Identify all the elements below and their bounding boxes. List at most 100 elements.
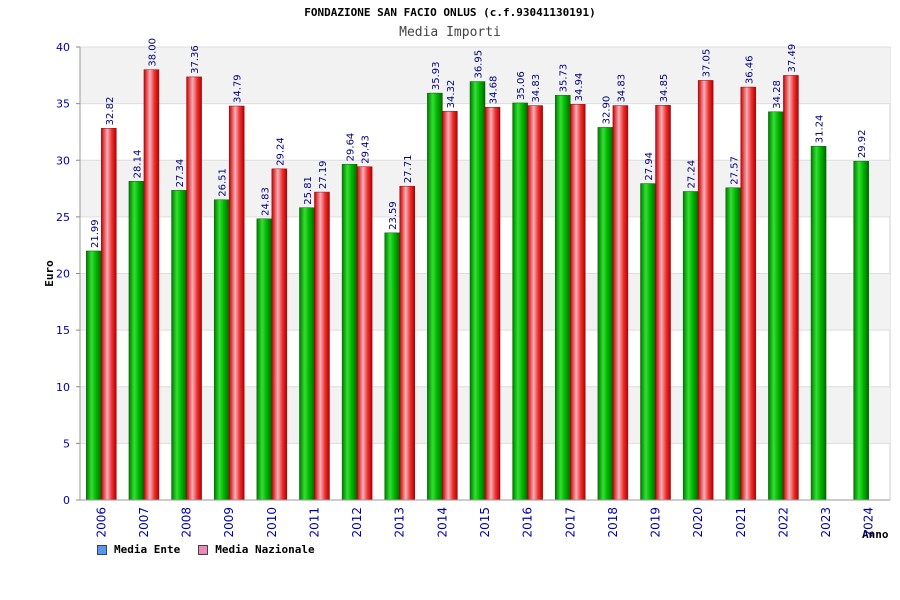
data-label-media-ente: 32.90	[601, 96, 612, 125]
bar-media-nazionale	[356, 166, 373, 501]
data-label-media-ente: 29.92	[857, 130, 868, 159]
bar-media-nazionale	[655, 105, 671, 501]
bar-media-nazionale	[186, 76, 202, 501]
y-tick-label: 40	[56, 41, 70, 54]
chart-subtitle: Media Importi	[399, 25, 501, 40]
data-label-media-nazionale: 37.05	[702, 49, 713, 78]
data-label-media-ente: 21.99	[90, 219, 101, 248]
bar-media-ente	[213, 199, 230, 501]
data-label-media-nazionale: 37.49	[787, 44, 798, 73]
x-tick-label: 2023	[819, 507, 833, 538]
x-tick-label: 2014	[435, 507, 449, 538]
bar-media-ente	[171, 190, 187, 501]
data-label-media-ente: 36.95	[474, 50, 485, 79]
bar-media-nazionale	[314, 191, 330, 501]
bar-media-nazionale	[101, 128, 117, 501]
data-label-media-ente: 26.51	[218, 168, 229, 197]
data-label-media-nazionale: 34.85	[659, 74, 670, 103]
bar-media-ente	[555, 95, 571, 501]
data-label-media-ente: 24.83	[260, 187, 271, 216]
x-tick-label: 2017	[563, 507, 577, 538]
chart-title: FONDAZIONE SAN FACIO ONLUS (c.f.93041130…	[304, 6, 596, 19]
x-tick-label: 2015	[478, 507, 492, 538]
bar-media-ente	[469, 81, 486, 501]
legend-label-media-nazionale: Media Nazionale	[215, 543, 315, 556]
bar-media-ente	[725, 187, 742, 501]
legend-item-media-ente: Media Ente	[97, 543, 180, 556]
bar-media-nazionale	[612, 105, 629, 501]
x-tick-label: 2024	[862, 507, 876, 538]
y-tick-label: 5	[63, 437, 70, 450]
bar-media-nazionale	[527, 105, 543, 501]
data-label-media-nazionale: 34.68	[489, 76, 500, 105]
x-tick-label: 2008	[180, 507, 194, 538]
x-tick-label: 2009	[222, 507, 236, 538]
data-label-media-nazionale: 34.83	[616, 74, 627, 103]
bar-media-nazionale	[484, 106, 501, 501]
x-tick-label: 2013	[393, 507, 407, 538]
y-tick-label: 10	[56, 381, 70, 394]
x-tick-label: 2018	[606, 507, 620, 538]
bar-media-nazionale	[740, 86, 757, 501]
data-label-media-nazionale: 34.32	[446, 80, 457, 109]
bar-media-ente	[512, 102, 528, 501]
data-label-media-ente: 27.57	[729, 156, 740, 185]
x-tick-label: 2007	[137, 507, 151, 538]
y-tick-label: 15	[56, 324, 70, 337]
data-label-media-nazionale: 29.43	[361, 135, 372, 164]
bar-media-nazionale	[697, 80, 714, 501]
legend-label-media-ente: Media Ente	[114, 543, 181, 556]
y-axis-label: Euro	[43, 260, 56, 287]
data-label-media-ente: 35.93	[431, 61, 442, 90]
bar-media-nazionale	[442, 111, 458, 501]
bar-media-nazionale	[399, 185, 415, 501]
bar-media-ente	[427, 92, 443, 501]
bar-media-nazionale	[228, 105, 245, 501]
x-tick-label: 2012	[350, 507, 364, 538]
bar-media-nazionale	[783, 75, 799, 501]
data-label-media-nazionale: 27.71	[403, 155, 414, 184]
data-label-media-ente: 27.24	[687, 160, 698, 189]
bar-media-ente	[640, 183, 656, 501]
y-tick-label: 20	[56, 268, 70, 281]
bar-media-ente	[597, 127, 614, 501]
data-label-media-nazionale: 34.79	[233, 74, 244, 103]
bar-media-ente	[768, 111, 784, 501]
data-label-media-nazionale: 27.19	[318, 160, 329, 189]
legend-item-media-nazionale: Media Nazionale	[198, 543, 315, 556]
bar-media-ente	[299, 207, 315, 501]
data-label-media-nazionale: 34.83	[531, 74, 542, 103]
legend: Media Ente Media Nazionale	[97, 543, 333, 556]
bar-media-nazionale	[271, 168, 288, 501]
data-label-media-ente: 23.59	[388, 201, 399, 230]
x-tick-label: 2019	[649, 507, 663, 538]
x-tick-label: 2022	[776, 507, 790, 538]
y-tick-label: 0	[63, 494, 70, 507]
bar-media-ente	[682, 191, 699, 501]
bar-media-ente	[341, 164, 358, 501]
data-label-media-ente: 35.73	[559, 64, 570, 93]
x-tick-label: 2021	[734, 507, 748, 538]
y-tick-label: 35	[56, 98, 70, 111]
bar-media-nazionale	[570, 104, 586, 501]
data-label-media-ente: 29.64	[346, 133, 357, 162]
x-tick-label: 2006	[94, 507, 108, 538]
bar-media-ente	[810, 145, 827, 501]
data-label-media-ente: 27.94	[644, 152, 655, 181]
data-label-media-nazionale: 36.46	[744, 55, 755, 84]
data-label-media-ente: 27.34	[175, 159, 186, 188]
bar-media-nazionale	[143, 69, 160, 501]
data-label-media-nazionale: 29.24	[275, 137, 286, 166]
y-tick-label: 30	[56, 154, 70, 167]
bar-media-ente	[128, 181, 145, 501]
data-label-media-ente: 25.81	[303, 176, 314, 205]
legend-swatch-media-nazionale	[198, 544, 209, 555]
data-label-media-nazionale: 34.94	[574, 73, 585, 102]
x-tick-label: 2010	[265, 507, 279, 538]
bar-media-ente	[86, 250, 102, 501]
y-tick-label: 25	[56, 211, 70, 224]
data-label-media-ente: 34.28	[772, 80, 783, 109]
data-label-media-ente: 28.14	[132, 150, 143, 179]
x-tick-label: 2020	[691, 507, 705, 538]
